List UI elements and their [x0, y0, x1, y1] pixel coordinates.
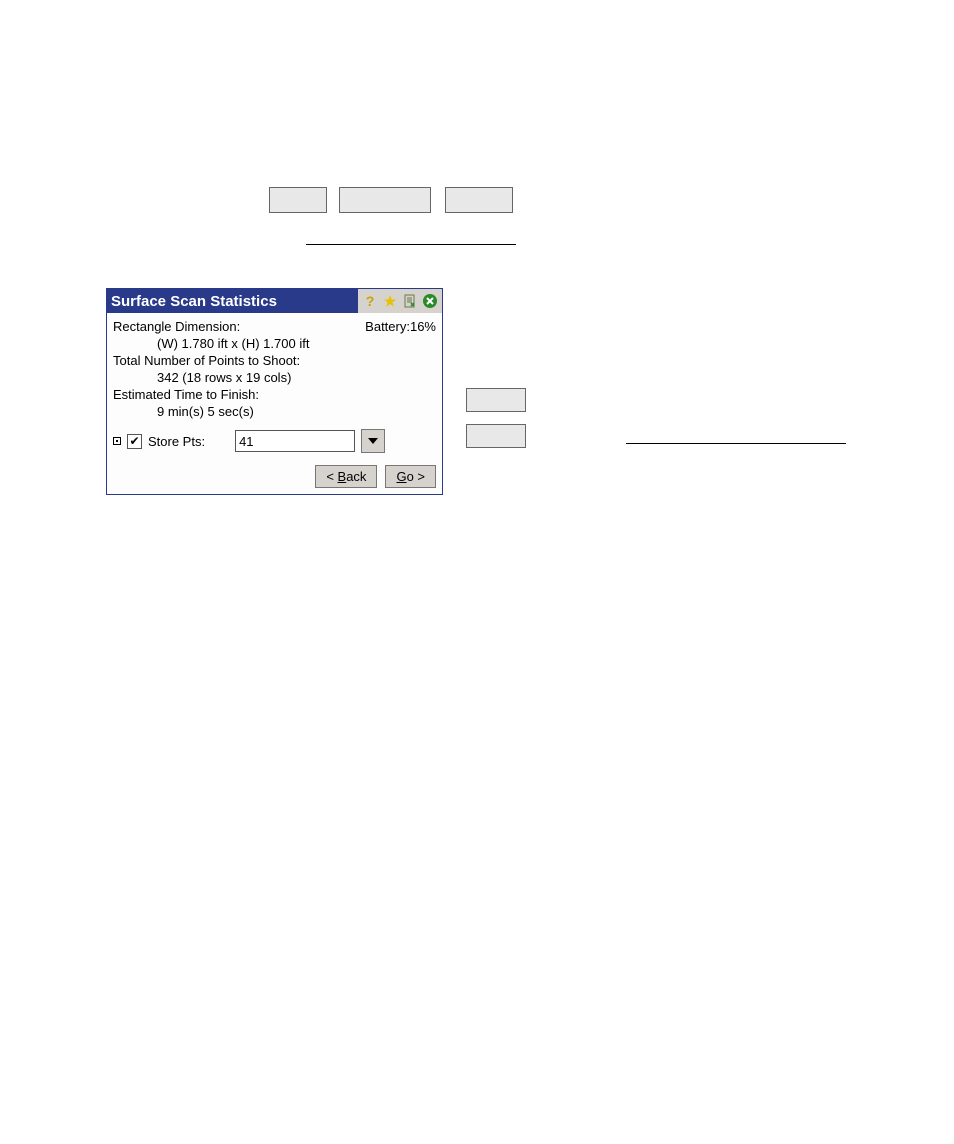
- total-points-value: 342 (18 rows x 19 cols): [113, 370, 436, 385]
- back-button[interactable]: < Back: [315, 465, 377, 488]
- surface-scan-dialog: Surface Scan Statistics ? ★ Rectangle Di…: [106, 288, 443, 495]
- rect-dimension-value: (W) 1.780 ift x (H) 1.700 ift: [113, 336, 436, 351]
- store-points-input[interactable]: [235, 430, 355, 452]
- rect-dimension-label: Rectangle Dimension:: [113, 319, 240, 334]
- settings-icon[interactable]: [402, 293, 418, 309]
- placeholder-button-2[interactable]: [339, 187, 431, 213]
- battery-label: Battery:16%: [365, 319, 436, 334]
- side-button-2[interactable]: [466, 424, 526, 448]
- dialog-titlebar: Surface Scan Statistics ? ★: [107, 289, 442, 313]
- go-button[interactable]: Go >: [385, 465, 436, 488]
- store-points-dropdown-button[interactable]: [361, 429, 385, 453]
- dialog-title: Surface Scan Statistics: [111, 293, 277, 310]
- placeholder-button-3[interactable]: [445, 187, 513, 213]
- dialog-footer: < Back Go >: [107, 459, 442, 494]
- bullet-icon: [113, 437, 121, 445]
- divider-top: [306, 244, 516, 245]
- store-points-checkbox[interactable]: ✔: [127, 434, 142, 449]
- dialog-body: Rectangle Dimension: Battery:16% (W) 1.7…: [107, 313, 442, 459]
- side-button-1[interactable]: [466, 388, 526, 412]
- total-points-label: Total Number of Points to Shoot:: [113, 353, 436, 368]
- favorite-icon[interactable]: ★: [382, 293, 398, 309]
- placeholder-button-1[interactable]: [269, 187, 327, 213]
- store-points-label: Store Pts:: [148, 434, 205, 449]
- titlebar-icon-group: ? ★: [358, 289, 442, 313]
- help-icon[interactable]: ?: [362, 293, 378, 309]
- estimated-time-label: Estimated Time to Finish:: [113, 387, 436, 402]
- close-icon[interactable]: [422, 293, 438, 309]
- estimated-time-value: 9 min(s) 5 sec(s): [113, 404, 436, 419]
- store-points-row: ✔ Store Pts:: [113, 429, 436, 453]
- divider-right: [626, 443, 846, 444]
